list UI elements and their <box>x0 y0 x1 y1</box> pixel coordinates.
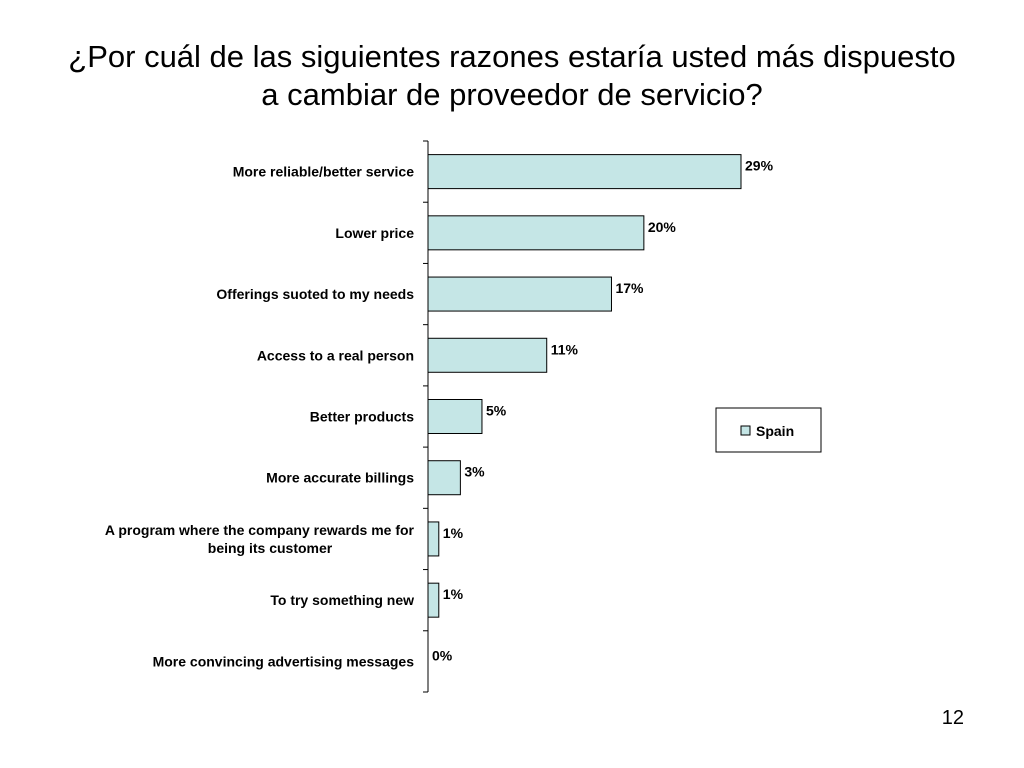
category-label-7: A program where the company rewards me f… <box>105 522 415 556</box>
legend: Spain <box>715 407 822 453</box>
value-label-6: 3% <box>464 464 485 480</box>
page-number: 12 <box>941 707 964 729</box>
bar-5 <box>427 399 483 434</box>
bar-4 <box>427 337 548 373</box>
y-axis <box>423 140 429 693</box>
legend-box <box>715 407 822 453</box>
category-label-1: More reliable/better service <box>233 164 415 180</box>
bar-3 <box>427 276 612 312</box>
labels-layer: 29% More reliable/better service 20% Lower … <box>105 158 774 670</box>
category-label-4: Access to a real person <box>257 347 414 363</box>
value-label-9: 0% <box>432 647 453 663</box>
category-label-9: More convincing advertising messages <box>153 653 415 669</box>
bar-8 <box>427 582 440 618</box>
value-label-5: 5% <box>486 403 507 419</box>
value-label-7: 1% <box>443 525 464 541</box>
bar-1 <box>427 154 742 190</box>
value-label-4: 11% <box>551 341 579 357</box>
category-label-3: Offerings suoted to my needs <box>216 286 414 302</box>
value-label-3: 17% <box>615 280 644 296</box>
value-label-2: 20% <box>648 219 677 235</box>
value-label-1: 29% <box>745 158 774 174</box>
bar-7 <box>427 521 440 557</box>
category-label-6: More accurate billings <box>266 470 414 486</box>
slide-title: ¿Por cuál de las siguientes razones esta… <box>68 39 956 112</box>
bar-2 <box>427 215 645 251</box>
value-label-8: 1% <box>443 586 464 602</box>
bar-6 <box>427 460 461 496</box>
category-label-5: Better products <box>310 409 414 425</box>
category-label-2: Lower price <box>335 225 414 241</box>
legend-entry-spain: Spain <box>756 423 794 439</box>
bars-layer <box>427 154 742 618</box>
legend-swatch <box>740 425 751 436</box>
category-label-8: To try something new <box>270 592 414 608</box>
